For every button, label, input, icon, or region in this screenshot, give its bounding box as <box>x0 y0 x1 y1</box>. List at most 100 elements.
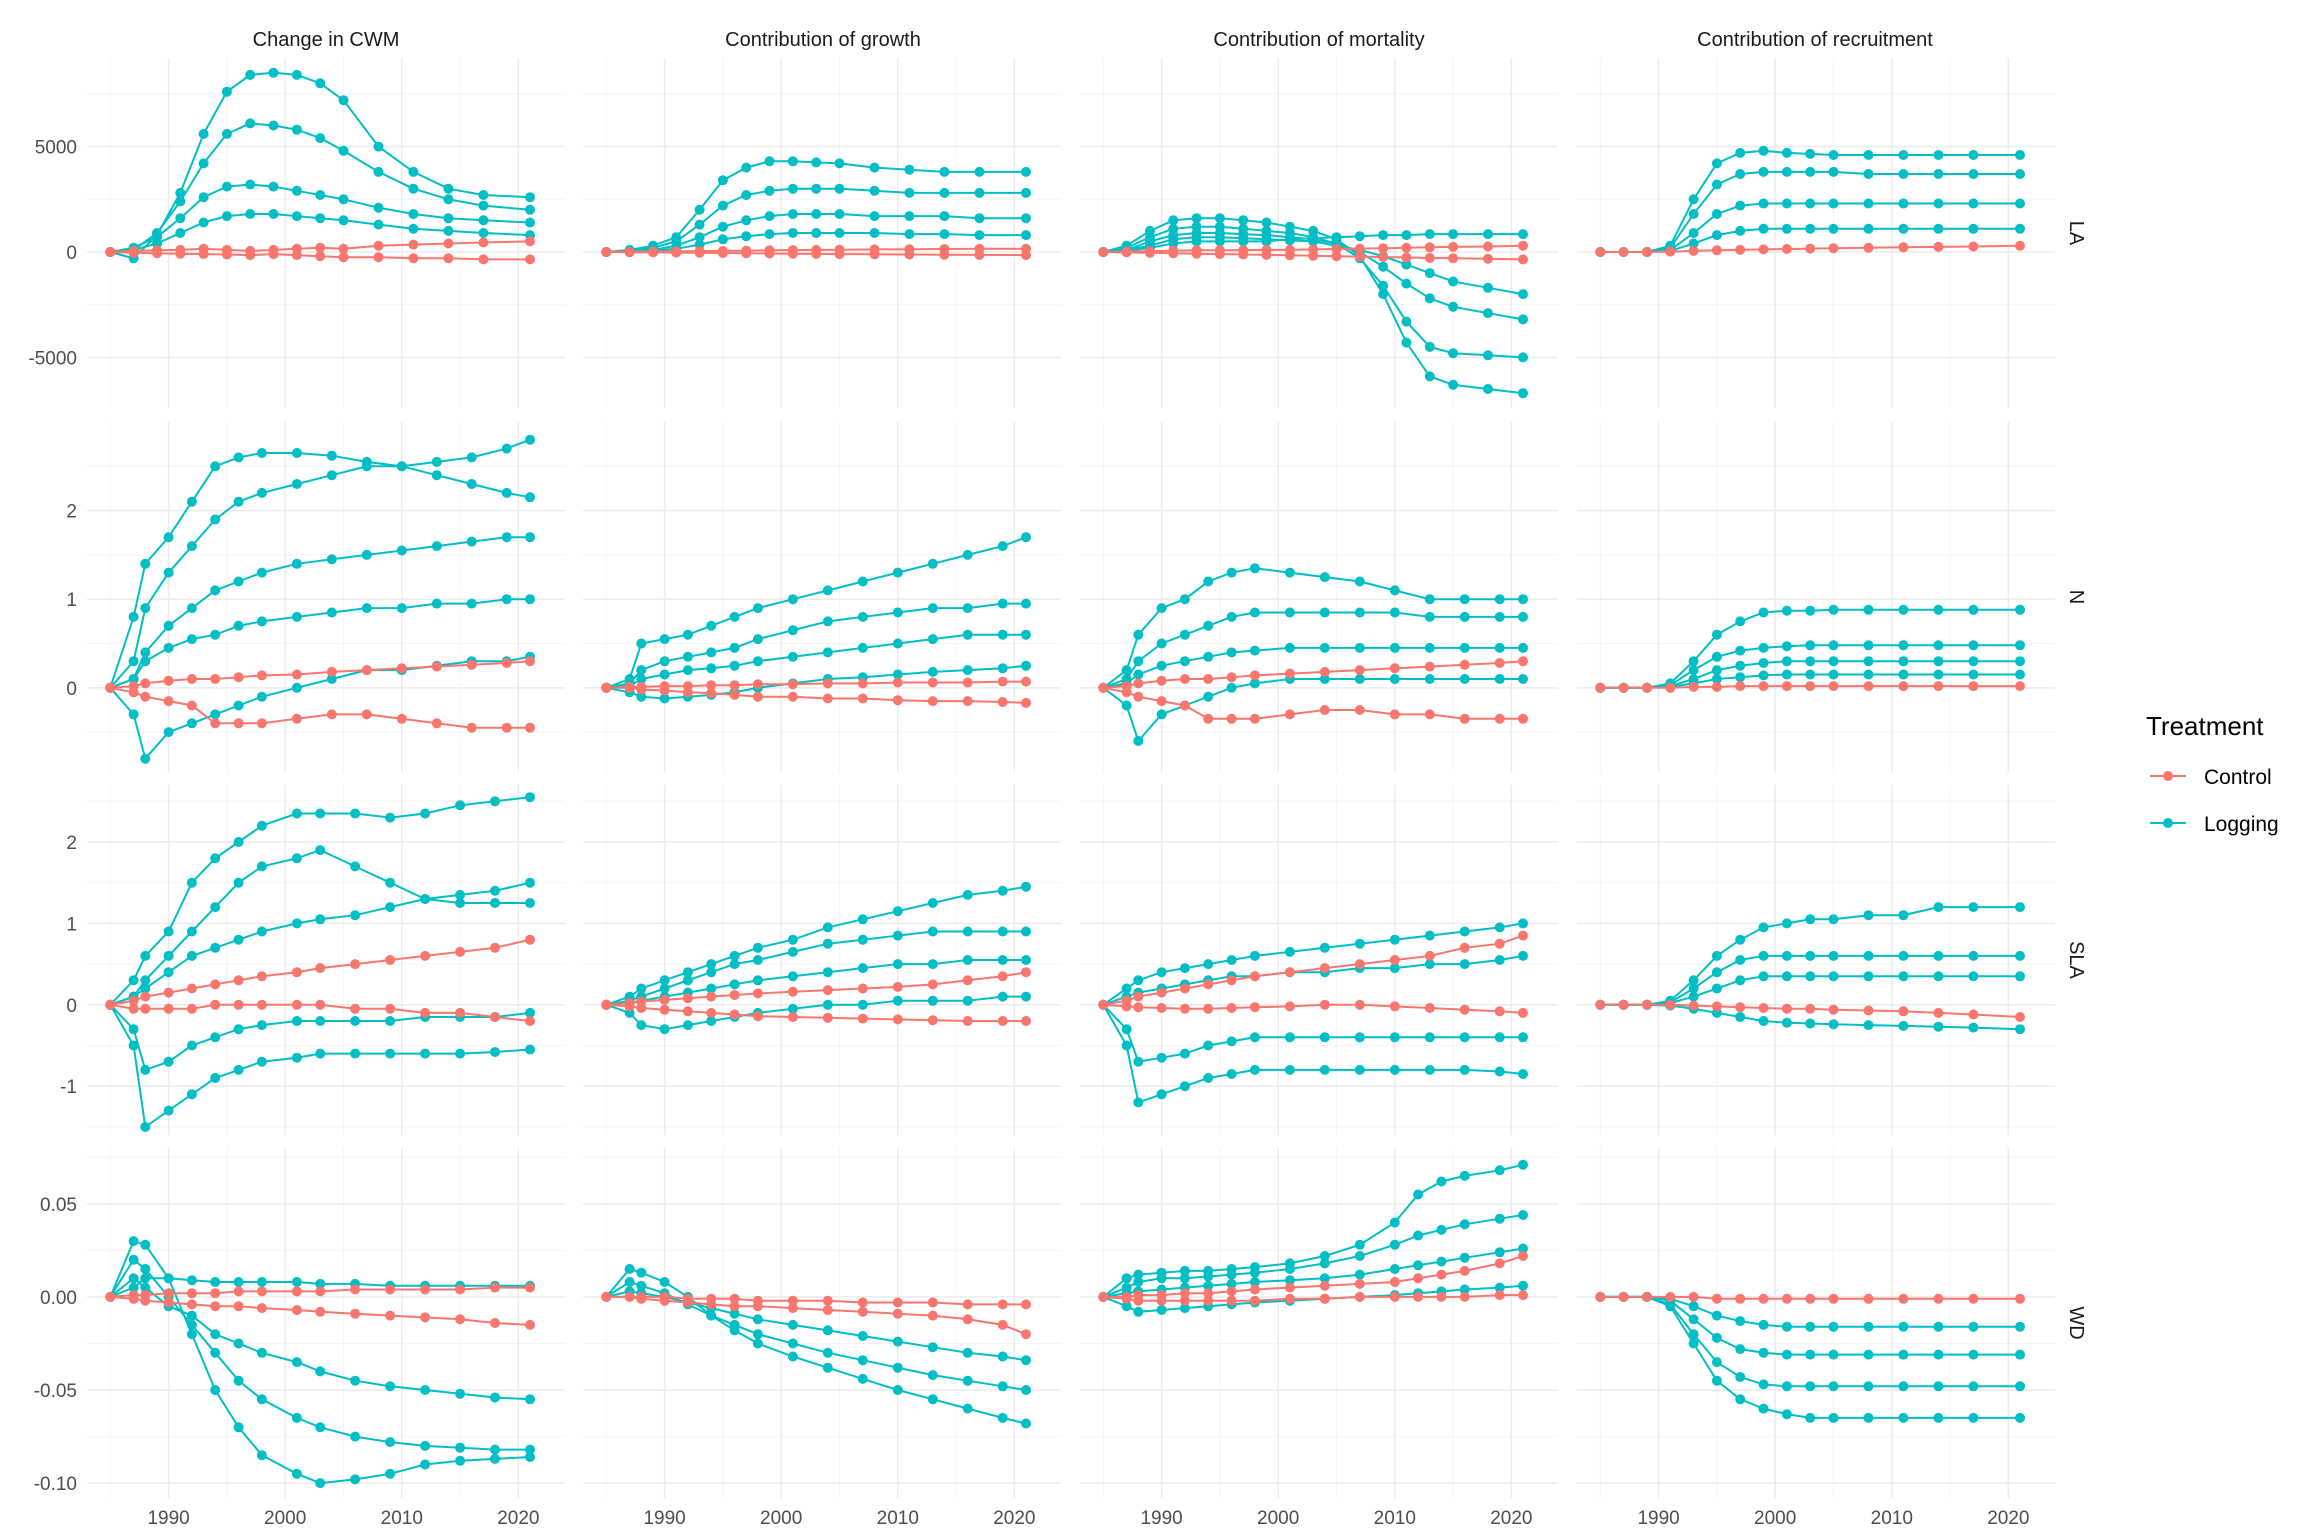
panel-n-contribution-of-growth <box>583 422 1061 772</box>
data-point-control <box>408 253 419 264</box>
data-point-control <box>1828 681 1839 692</box>
data-point-logging <box>1711 209 1722 219</box>
data-point-logging <box>1968 669 1979 680</box>
data-point-logging <box>927 634 938 645</box>
data-point-logging <box>1781 971 1792 982</box>
panel-sla-contribution-of-recruitment <box>1577 785 2055 1135</box>
data-point-control <box>962 677 973 688</box>
data-point-logging <box>857 999 868 1010</box>
series-line-control <box>110 1003 531 1022</box>
data-point-logging <box>1389 1264 1400 1274</box>
data-point-control <box>140 691 151 702</box>
data-point-logging <box>706 1310 717 1321</box>
data-point-logging <box>1898 169 1909 179</box>
data-point-logging <box>927 666 938 677</box>
data-point-logging <box>373 202 384 213</box>
data-point-logging <box>857 1373 868 1384</box>
data-point-logging <box>175 196 186 207</box>
data-point-control <box>624 1291 635 1302</box>
data-point-logging <box>1179 1265 1190 1276</box>
data-point-control <box>752 1295 763 1306</box>
data-point-logging <box>974 213 985 224</box>
x-tick-label: 2020 <box>1490 1508 1532 1529</box>
data-point-control <box>478 237 489 248</box>
series-logging <box>1595 166 2025 257</box>
data-point-logging <box>420 1048 431 1059</box>
data-point-logging <box>1711 983 1722 994</box>
data-point-logging <box>1226 955 1237 965</box>
data-point-control <box>1203 1295 1214 1306</box>
data-point-logging <box>1424 371 1435 382</box>
series-line-logging <box>605 1280 1027 1391</box>
data-point-logging <box>466 479 477 489</box>
data-point-logging <box>140 1121 151 1132</box>
panel-wd-contribution-of-mortality: 1990 2000 2010 2020 <box>1080 1148 1558 1529</box>
data-point-control <box>1968 241 1979 252</box>
data-point-logging <box>256 926 267 937</box>
data-point-control <box>1319 705 1330 715</box>
data-point-control <box>1179 983 1190 994</box>
data-point-logging <box>1805 1018 1816 1029</box>
data-point-control <box>1735 244 1746 255</box>
data-point-control <box>1133 1002 1144 1013</box>
series-line-control <box>110 660 531 689</box>
data-point-logging <box>221 128 232 139</box>
data-point-control <box>1021 676 1031 687</box>
data-point-control <box>1168 248 1179 259</box>
data-point-logging <box>525 204 535 215</box>
series-logging <box>105 1254 535 1455</box>
data-point-control <box>822 1305 833 1315</box>
data-point-control <box>1459 1291 1470 1302</box>
data-point-logging <box>2015 640 2025 651</box>
data-point-logging <box>385 902 396 913</box>
data-point-logging <box>1459 611 1470 622</box>
data-point-logging <box>1863 971 1874 982</box>
data-point-logging <box>256 448 267 458</box>
data-point-logging <box>2015 150 2025 160</box>
data-point-logging <box>1249 950 1260 961</box>
data-point-logging <box>939 187 950 198</box>
data-point-logging <box>1898 1321 1909 1332</box>
data-point-logging <box>694 219 705 230</box>
data-point-logging <box>1735 975 1746 986</box>
data-point-logging <box>1284 1264 1295 1274</box>
data-point-control <box>1863 681 1874 692</box>
data-point-logging <box>1805 950 1816 961</box>
data-point-control <box>1021 967 1031 978</box>
data-point-control <box>256 999 267 1010</box>
series-line-logging <box>606 633 1026 689</box>
data-point-control <box>752 679 763 690</box>
data-point-logging <box>140 558 151 569</box>
series-line-logging <box>109 1239 531 1485</box>
data-point-logging <box>1735 934 1746 945</box>
data-point-control <box>2015 240 2025 251</box>
data-point-logging <box>1261 236 1272 247</box>
data-point-logging <box>1828 971 1839 982</box>
series-logging <box>105 118 535 257</box>
data-point-logging <box>1179 594 1190 605</box>
data-point-logging <box>1968 656 1979 667</box>
strip-row-sla: SLA <box>2065 941 2087 979</box>
data-point-logging <box>315 190 326 200</box>
data-point-logging <box>869 228 880 238</box>
data-point-control <box>128 681 139 692</box>
data-point-control <box>1413 1291 1424 1302</box>
data-point-control <box>1378 252 1389 262</box>
data-point-logging <box>128 975 139 986</box>
data-point-logging <box>233 1338 244 1349</box>
data-point-logging <box>233 496 244 507</box>
data-point-logging <box>1968 902 1979 913</box>
data-point-logging <box>997 598 1008 609</box>
data-point-logging <box>1413 1230 1424 1241</box>
data-point-logging <box>962 926 973 937</box>
data-point-control <box>1021 1299 1031 1310</box>
data-point-logging <box>741 231 752 242</box>
data-point-logging <box>997 991 1008 1002</box>
data-point-logging <box>1828 198 1839 209</box>
data-point-logging <box>1436 1256 1447 1267</box>
facet-panels: -5000 0 5000 0 1 2 -1 0 1 2 -0.10 -0.05 0.00 0.05 1990… <box>28 58 2055 1529</box>
data-point-logging <box>1781 1349 1792 1360</box>
data-point-logging <box>729 979 740 990</box>
data-point-logging <box>501 443 512 454</box>
data-point-control <box>1494 1258 1505 1269</box>
